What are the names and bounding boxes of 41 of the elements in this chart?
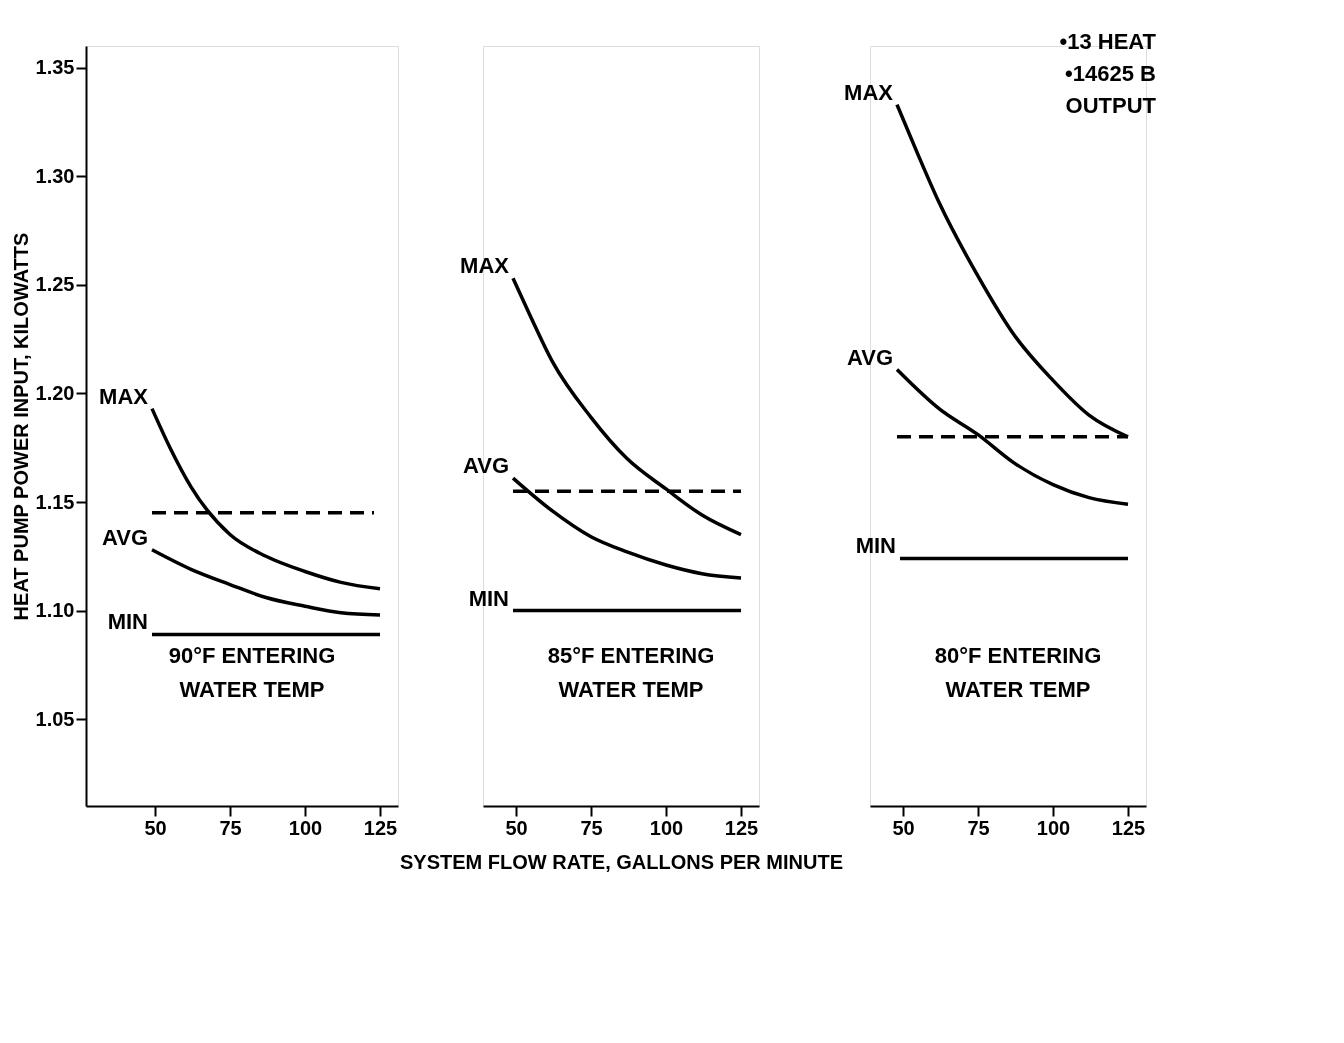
annotation: WATER TEMP [179, 677, 325, 702]
y-tick-label: 1.10 [35, 599, 75, 622]
x-tick-label: 50 [892, 816, 915, 839]
series-label: AVG [101, 524, 148, 550]
line-series [150, 548, 382, 617]
series-label: MAX [460, 253, 510, 279]
x-tick-label: 75 [580, 816, 603, 839]
y-axis-title: HEAT PUMP POWER INPUT, KILOWATTS [9, 232, 32, 621]
x-tick-label: 125 [363, 816, 398, 839]
annotation: WATER TEMP [558, 677, 704, 702]
series-label: MIN [855, 533, 896, 559]
annotation: •14625 B [1065, 61, 1156, 86]
series-label: MAX [844, 79, 894, 105]
annotation: •13 HEAT [1059, 29, 1157, 54]
annotation: OUTPUT [1065, 93, 1157, 118]
x-tick-label: 100 [649, 816, 684, 839]
y-tick-label: 1.35 [35, 56, 75, 79]
y-tick-label: 1.25 [35, 273, 75, 296]
y-tick-label: 1.05 [35, 707, 75, 730]
annotation: 90°F ENTERING [168, 643, 336, 668]
annotation: 85°F ENTERING [547, 643, 715, 668]
x-tick-label: 50 [505, 816, 528, 839]
y-tick-label: 1.30 [35, 164, 75, 187]
x-tick-label: 75 [219, 816, 242, 839]
legend-label: MIN [107, 609, 148, 635]
x-tick-label: 75 [967, 816, 990, 839]
x-tick-label: 125 [1111, 816, 1146, 839]
legend-label: MAX [99, 383, 149, 409]
x-tick-label: 50 [144, 816, 167, 839]
series-label: AVG [462, 453, 509, 479]
annotation: WATER TEMP [945, 677, 1091, 702]
x-tick-label: 100 [288, 816, 323, 839]
line-series [150, 406, 382, 591]
y-tick-label: 1.15 [35, 490, 75, 513]
x-tick-label: 125 [724, 816, 759, 839]
y-tick-label: 1.20 [35, 381, 75, 404]
series-label: MIN [468, 585, 509, 611]
annotation: 80°F ENTERING [934, 643, 1102, 668]
x-tick-label: 100 [1036, 816, 1071, 839]
series-label: AVG [846, 344, 893, 370]
x-axis-title: SYSTEM FLOW RATE, GALLONS PER MINUTE [400, 850, 843, 873]
